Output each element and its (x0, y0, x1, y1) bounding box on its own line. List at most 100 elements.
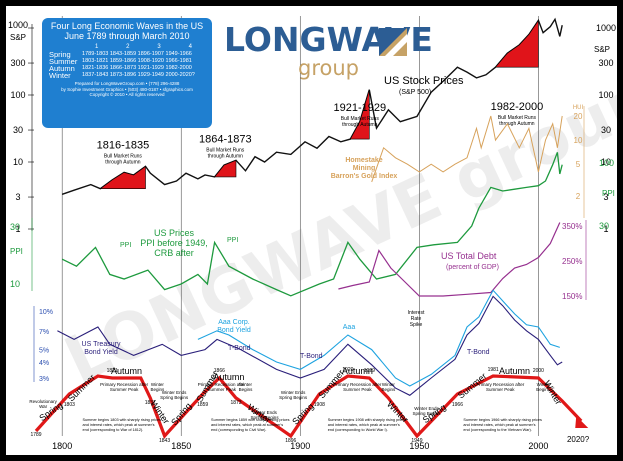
y-tick-label-sp-right: 10 (601, 157, 611, 167)
footer-line: Prepared for LongWaveGroup.com • (778) 2… (74, 81, 180, 86)
season-label: Autumn (342, 366, 373, 376)
y-tick-label-gold: 2 (576, 192, 581, 201)
y-tick-label-sp: 1 (15, 224, 20, 234)
bull-market-note: Bull Market Runs (341, 116, 380, 122)
series-corp-yield-line (197, 289, 560, 387)
wave-year-label: 1896 (285, 438, 296, 444)
long-wave-curve (34, 374, 583, 440)
wave-year-label: 1803 (64, 402, 75, 408)
season-ranges: 1789-1803 1843-1859 1896-1907 1949-1966 (82, 51, 192, 57)
bull-market-region (494, 19, 539, 68)
bull-market-note: through Autumn (342, 122, 378, 128)
wave-note: Revolutionary (29, 399, 57, 404)
y-tick-label-sp: 100 (10, 90, 25, 100)
y-tick-label-sp-right: 1000 (596, 23, 616, 33)
series-label-treasury: Bond Yield (84, 349, 118, 356)
season-name: Summer (49, 57, 78, 66)
wave-year-label: 1929 (364, 368, 375, 374)
series-label-stock: US Stock Prices (384, 75, 464, 87)
longwave-logo: LONGWAVE group (224, 18, 433, 80)
bull-market-note: through Autumn (208, 153, 244, 159)
tbond-inline-label: T-Bond (228, 345, 251, 352)
long-wave-arrowhead (575, 416, 589, 428)
bull-market-region (349, 89, 370, 140)
y-tick-label-sp-right: 3 (603, 192, 608, 202)
wave-note: Primary Recession after (333, 382, 382, 387)
x-tick-label: 2000 (528, 441, 548, 451)
y-axis-label-ppi-right: PPI (602, 189, 615, 198)
summer-note: end (corresponding to War of 1812). (82, 428, 143, 432)
bull-market-note: through Autumn (499, 121, 535, 127)
summer-note: end (corresponding to World War I). (328, 428, 388, 432)
y-tick-label-sp: 300 (10, 58, 25, 68)
y-tick-label-sp: 3 (15, 192, 20, 202)
wave-year-label: 1789 (30, 432, 41, 438)
summer-note: Summer begins 1908 with sharply rising p… (328, 418, 407, 422)
wave-note: Spring Begins (412, 411, 441, 416)
wave-year-label: 1873 (230, 400, 241, 406)
wave-year-label: 1949 (411, 438, 422, 444)
season-label: Spring (290, 401, 315, 426)
wave-note: Primary Recession after (100, 382, 149, 387)
wave-note: Spring Begins (160, 395, 189, 400)
y-tick-label-sp-right: 300 (598, 58, 613, 68)
season-ranges: 1803-1821 1859-1866 1908-1920 1966-1981 (82, 58, 192, 64)
series-debt-line (338, 222, 561, 297)
y-tick-label-yield: 7% (39, 329, 49, 336)
wave-note: Winter Ends (162, 390, 187, 395)
phase-col: 2 (126, 44, 130, 50)
series-label-gold: Mining (353, 165, 376, 172)
series-label-stock-sub: (S&P 500) (399, 89, 431, 96)
footer-line: Copyright © 2010 • All rights reserved (89, 92, 165, 97)
bull-market-region (99, 165, 146, 189)
ppi-inline-label: PPI (120, 242, 131, 249)
wave-note: Winter (151, 382, 165, 387)
wave-note: War (39, 404, 48, 409)
ppi-inline-label: PPI (227, 237, 238, 244)
wave-note: Summer Peak (110, 387, 139, 392)
y-axis-label-sp: S&P (10, 33, 26, 42)
bull-market-years: 1864-1873 (199, 133, 252, 145)
interest-spike-label: Rate (411, 316, 422, 322)
wave-note: Begins (536, 387, 551, 392)
phase-row: Winter 1837-1843 1873-1896 1929-1949 2000… (48, 72, 206, 80)
y-tick-label-sp: 10 (13, 157, 23, 167)
logo-mark-icon (379, 28, 407, 56)
wave-note: Winter (382, 382, 396, 387)
y-axis-label-gold: HUI (573, 105, 584, 111)
wave-year-label: 1843 (159, 438, 170, 444)
summer-note: and interest rates, which peak at summer… (211, 423, 283, 427)
future-year-label: 2020? (567, 435, 590, 444)
info-box-footer: Prepared for LongWaveGroup.com • (778) 2… (48, 81, 206, 98)
season-name: Spring (49, 50, 71, 59)
logo-word-group: group (298, 56, 359, 80)
y-tick-label-debt: 250% (562, 257, 582, 266)
y-tick-label-sp-right: 1 (603, 224, 608, 234)
title-line-1: Four Long Economic Waves in the US (50, 21, 204, 31)
y-tick-label-ppi: 30 (10, 222, 20, 232)
summer-note: end (corresponding to Civil War). (211, 428, 266, 432)
phase-col: 3 (157, 44, 161, 50)
wave-year-label: 2000 (533, 368, 544, 374)
x-tick-label: 1950 (409, 441, 429, 451)
season-ranges: 1837-1843 1873-1896 1929-1949 2000-2020? (82, 72, 195, 78)
phase-table-header: 1 2 3 4 (48, 44, 206, 51)
wave-note: Winter Ends (281, 390, 306, 395)
phase-row: Autumn 1821-1836 1866-1873 1921-1929 1982… (48, 65, 206, 73)
y-axis-label-sp-right: S&P (594, 45, 610, 54)
info-box-title: Four Long Economic Waves in the US June … (48, 21, 206, 41)
y-tick-label-sp-right: 100 (598, 90, 613, 100)
tbond-inline-label: T-Bond (467, 349, 490, 356)
y-tick-label-ppi-right: 30 (599, 221, 609, 231)
phase-row: Summer 1803-1821 1859-1866 1908-1920 1966… (48, 57, 206, 66)
phase-table: 1 2 3 4 Spring 1789-1803 1843-1859 1896-1… (48, 44, 206, 79)
title-line-2: June 1789 through March 2010 (64, 31, 190, 41)
y-tick-label-yield: 10% (39, 309, 53, 316)
phase-col: 4 (188, 44, 192, 50)
wave-year-label: 1837 (145, 400, 156, 406)
bull-market-region (213, 159, 237, 178)
series-treasury-yield-line (57, 295, 563, 396)
series-label-debt: US Total Debt (441, 251, 497, 261)
y-tick-label-yield: 4% (39, 360, 49, 367)
wave-note: Summer Peak (343, 387, 372, 392)
